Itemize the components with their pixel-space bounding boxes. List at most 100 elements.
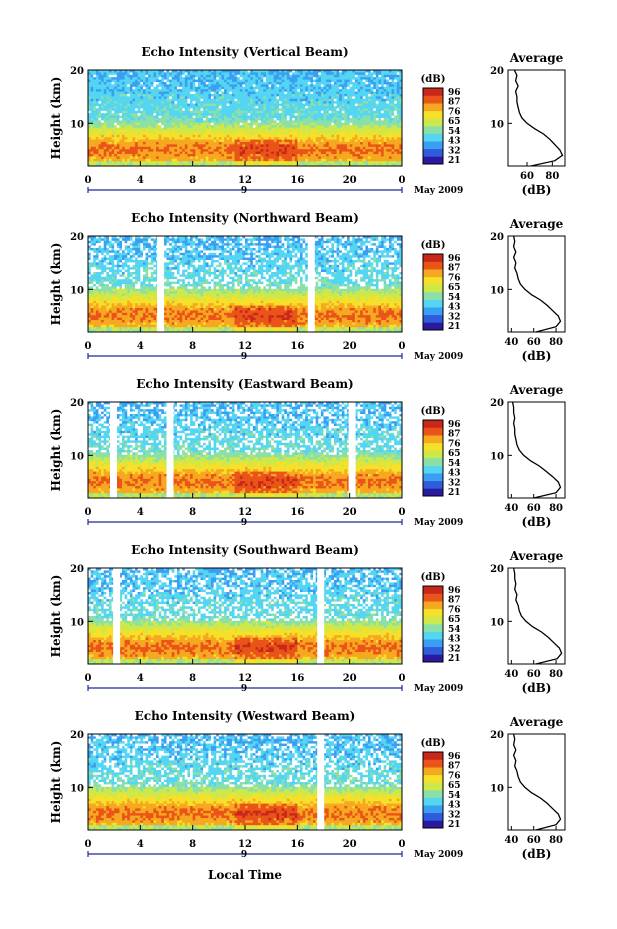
x-tick-label: 0	[85, 507, 92, 518]
profile-y-tick-label: 10	[490, 119, 504, 130]
x-tick-label: 12	[238, 673, 252, 684]
colorbar-unit: (dB)	[421, 74, 446, 85]
colorbar-segment	[423, 110, 443, 119]
colorbar-tick-label: 54	[448, 791, 461, 801]
colorbar-tick-label: 76	[448, 273, 461, 283]
date-label: May 2009	[414, 518, 463, 528]
profile-y-tick-label: 20	[490, 66, 504, 77]
x-tick-label: 8	[189, 507, 196, 518]
colorbar-tick-label: 43	[448, 469, 461, 479]
profile-x-tick-label: 80	[545, 171, 559, 182]
day-range-label: 9	[241, 518, 247, 528]
colorbar-segment	[423, 759, 443, 768]
data-gap	[317, 734, 325, 830]
x-tick-label: 4	[137, 341, 144, 352]
colorbar-segment	[423, 601, 443, 610]
colorbar-segment	[423, 254, 443, 262]
colorbar-segment	[423, 103, 443, 112]
profile-x-tick-label: 60	[527, 337, 541, 348]
x-tick-label: 20	[343, 839, 357, 850]
x-tick-label: 8	[189, 175, 196, 186]
x-tick-label: 0	[399, 341, 406, 352]
y-axis-label: Height (km)	[49, 77, 63, 160]
colorbar-segment	[423, 322, 443, 331]
x-tick-label: 16	[290, 507, 304, 518]
colorbar-tick-label: 21	[448, 156, 461, 166]
colorbar-segment	[423, 488, 443, 497]
profile-frame	[507, 235, 566, 333]
x-tick-label: 4	[137, 673, 144, 684]
colorbar-tick-label: 76	[448, 605, 461, 615]
colorbar-tick-label: 65	[448, 449, 461, 459]
colorbar-unit: (dB)	[421, 406, 446, 417]
colorbar-segment	[423, 624, 443, 632]
y-tick-label: 20	[70, 730, 84, 741]
x-tick-label: 20	[343, 175, 357, 186]
colorbar-frame	[422, 253, 444, 331]
profile-x-tick-label: 40	[504, 835, 518, 846]
panel-title: Echo Intensity (Vertical Beam)	[141, 45, 348, 59]
profile-frame	[507, 401, 566, 499]
profile-x-tick-label: 40	[504, 503, 518, 514]
colorbar-segment	[423, 126, 443, 134]
data-gap	[157, 236, 165, 332]
profile-x-label: (dB)	[522, 515, 552, 529]
profile-y-tick-label: 10	[490, 451, 504, 462]
x-tick-label: 4	[137, 507, 144, 518]
profile-y-tick-label: 20	[490, 232, 504, 243]
x-tick-label: 12	[238, 839, 252, 850]
colorbar-tick-label: 43	[448, 137, 461, 147]
profile-y-tick-label: 10	[490, 783, 504, 794]
profile-line	[512, 567, 563, 665]
profile-title: Average	[509, 217, 564, 231]
day-range-label: 9	[241, 850, 247, 860]
colorbar-tick-label: 54	[448, 127, 461, 137]
colorbar-segment	[423, 420, 443, 428]
data-gap	[307, 236, 315, 332]
y-tick-label: 10	[70, 285, 84, 296]
y-tick-label: 20	[70, 398, 84, 409]
colorbar-segment	[423, 276, 443, 285]
colorbar-tick-label: 65	[448, 283, 461, 293]
x-tick-label: 0	[85, 341, 92, 352]
profile-title: Average	[509, 549, 564, 563]
colorbar-segment	[423, 774, 443, 783]
colorbar-tick-label: 43	[448, 303, 461, 313]
profile-x-tick-label: 80	[549, 835, 563, 846]
colorbar-segment	[423, 593, 443, 602]
colorbar-segment	[423, 307, 443, 316]
x-tick-label: 4	[137, 839, 144, 850]
profile-x-label: (dB)	[522, 681, 552, 695]
profile-line	[512, 733, 562, 831]
profile-frame	[507, 733, 566, 831]
y-tick-label: 20	[70, 66, 84, 77]
colorbar-segment	[423, 586, 443, 594]
profile-x-tick-label: 60	[527, 669, 541, 680]
colorbar-tick-label: 54	[448, 293, 461, 303]
data-gap	[166, 402, 174, 498]
colorbar-segment	[423, 820, 443, 829]
colorbar-segment	[423, 299, 443, 308]
profile-y-tick-label: 20	[490, 730, 504, 741]
colorbar-segment	[423, 812, 443, 821]
colorbar-tick-label: 76	[448, 771, 461, 781]
colorbar-segment	[423, 458, 443, 466]
y-axis-label: Height (km)	[49, 243, 63, 326]
heatmap-raster	[88, 568, 403, 665]
x-tick-label: 20	[343, 507, 357, 518]
data-gap	[109, 402, 117, 498]
colorbar-tick-label: 65	[448, 615, 461, 625]
profile-x-label: (dB)	[522, 183, 552, 197]
colorbar-segment	[423, 480, 443, 489]
panel-4: Echo Intensity (Westward Beam) 10 20 Height…	[49, 709, 566, 861]
x-tick-label: 8	[189, 341, 196, 352]
profile-line	[513, 69, 564, 167]
colorbar-segment	[423, 261, 443, 270]
profile-x-tick-label: 40	[504, 337, 518, 348]
x-tick-label: 16	[290, 673, 304, 684]
colorbar-frame	[422, 585, 444, 663]
profile-title: Average	[509, 383, 564, 397]
x-tick-label: 16	[290, 341, 304, 352]
